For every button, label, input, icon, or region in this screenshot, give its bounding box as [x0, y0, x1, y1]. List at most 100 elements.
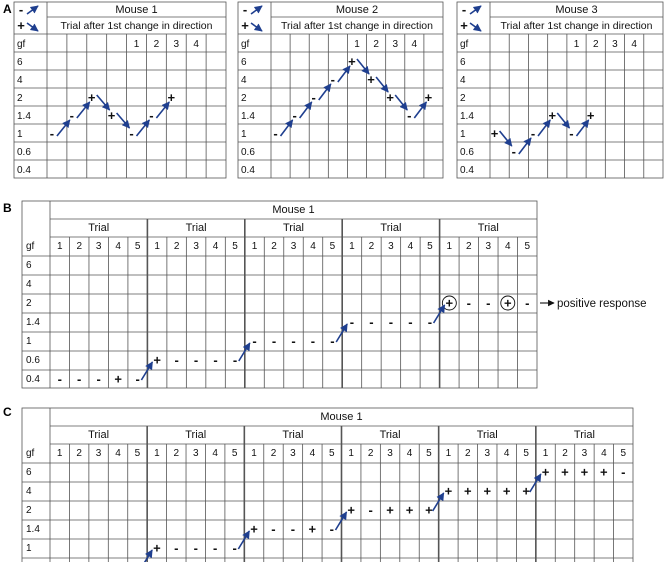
- force-label: 1: [241, 129, 247, 140]
- plus-mark: +: [483, 484, 491, 499]
- step-arrow: [279, 119, 294, 137]
- trial-number: 1: [446, 448, 452, 459]
- trial-header: Trial: [380, 222, 401, 234]
- grid-border: [237, 1, 444, 179]
- trial-header: Trial: [574, 429, 595, 441]
- minus-mark: -: [292, 108, 296, 123]
- mouse-title: Mouse 3: [555, 4, 597, 16]
- trial-header: Trial: [478, 222, 499, 234]
- gf-label: gf: [26, 448, 35, 459]
- trial-number: 4: [310, 448, 316, 459]
- trial-number: 5: [523, 448, 529, 459]
- minus-mark: -: [350, 315, 354, 330]
- grid-border: [456, 1, 664, 179]
- trial-number: 2: [373, 39, 379, 50]
- force-label: 1: [17, 129, 23, 140]
- force-label: 0.4: [17, 165, 31, 176]
- trial-number: 5: [330, 241, 336, 252]
- block-transition-arrow: [431, 492, 445, 512]
- trial-number: 2: [154, 39, 160, 50]
- panel-c-grid: Mouse 1 Trial 1 2 3 4 5 Trial 1 2 3 4 5 Trial 1 2 3 4 5 Tr…: [21, 407, 634, 562]
- minus-mark: -: [330, 522, 334, 537]
- minus-mark: -: [512, 144, 516, 159]
- gf-label: gf: [241, 39, 250, 50]
- trial-number: 4: [213, 241, 219, 252]
- legend-down-arrow: [469, 22, 482, 32]
- step-arrow: [498, 130, 513, 147]
- block-transition-arrow: [143, 549, 153, 562]
- plus-mark: +: [153, 541, 161, 556]
- minus-mark: -: [70, 108, 74, 123]
- panel-c-letter: C: [3, 405, 12, 419]
- minus-mark: -: [50, 126, 54, 141]
- plus-mark: +: [504, 296, 512, 311]
- trial-number: 1: [154, 448, 160, 459]
- trial-number: 5: [524, 241, 530, 252]
- panel-b-grid: Mouse 1 positive response Trial 1 2 3 4 5 Tria…: [21, 200, 647, 389]
- force-label: 1.4: [26, 317, 40, 328]
- trial-header: Trial: [282, 429, 303, 441]
- force-label: 0.6: [460, 147, 474, 158]
- subheader: Trial after 1st change in direction: [281, 20, 433, 32]
- minus-mark: -: [129, 126, 133, 141]
- trial-number: 3: [612, 39, 618, 50]
- minus-mark: -: [135, 372, 139, 387]
- plus-mark: +: [108, 108, 116, 123]
- force-label: 0.4: [241, 165, 255, 176]
- trial-number: 1: [543, 448, 549, 459]
- legend-down-arrow: [26, 22, 39, 32]
- legend-minus: -: [462, 2, 466, 17]
- force-label: 6: [460, 57, 466, 68]
- minus-mark: -: [467, 296, 471, 311]
- trial-number: 4: [193, 39, 199, 50]
- legend-plus: +: [460, 18, 468, 33]
- plus-mark: +: [386, 503, 394, 518]
- trial-number: 1: [252, 241, 258, 252]
- trial-number: 4: [631, 39, 637, 50]
- trial-number: 3: [173, 39, 179, 50]
- plus-mark: +: [406, 503, 414, 518]
- minus-mark: -: [252, 334, 256, 349]
- force-label: 6: [241, 57, 247, 68]
- trial-number: 1: [57, 241, 63, 252]
- plus-mark: +: [167, 90, 175, 105]
- trial-number: 3: [486, 241, 492, 252]
- legend-up-arrow: [26, 5, 39, 15]
- plus-mark: +: [464, 484, 472, 499]
- force-label: 0.6: [241, 147, 255, 158]
- trial-number: 5: [232, 448, 238, 459]
- step-arrow: [135, 119, 151, 137]
- force-label: 6: [26, 467, 32, 478]
- force-label: 4: [17, 75, 23, 86]
- minus-mark: -: [213, 353, 217, 368]
- plus-mark: +: [600, 465, 608, 480]
- trial-number: 4: [115, 448, 121, 459]
- panel-b-letter: B: [3, 201, 12, 215]
- force-label: 0.4: [26, 374, 40, 385]
- panel-a-mouse-1-grid: Mouse 1 Trial after 1st change in direct…: [13, 1, 227, 179]
- minus-mark: -: [174, 541, 178, 556]
- trial-number: 1: [154, 241, 160, 252]
- minus-mark: -: [194, 353, 198, 368]
- trial-header: Trial: [186, 222, 207, 234]
- trial-number: 2: [271, 448, 277, 459]
- trial-number: 1: [354, 39, 360, 50]
- trial-number: 3: [387, 448, 393, 459]
- trial-number: 2: [562, 448, 568, 459]
- force-label: 6: [26, 260, 32, 271]
- trial-number: 4: [412, 39, 418, 50]
- minus-mark: -: [77, 560, 81, 562]
- plus-mark: +: [114, 372, 122, 387]
- minus-mark: -: [232, 541, 236, 556]
- force-label: 1.4: [460, 111, 474, 122]
- trial-number: 2: [271, 241, 277, 252]
- trial-number: 4: [310, 241, 316, 252]
- step-arrow: [56, 119, 71, 137]
- panel-a-mouse-3-grid: Mouse 3 Trial after 1st change in direct…: [456, 1, 664, 179]
- plus-mark: +: [425, 90, 433, 105]
- mouse-title: Mouse 1: [320, 411, 362, 423]
- minus-mark: -: [149, 108, 153, 123]
- force-label: 2: [17, 93, 23, 104]
- step-arrow: [375, 76, 389, 93]
